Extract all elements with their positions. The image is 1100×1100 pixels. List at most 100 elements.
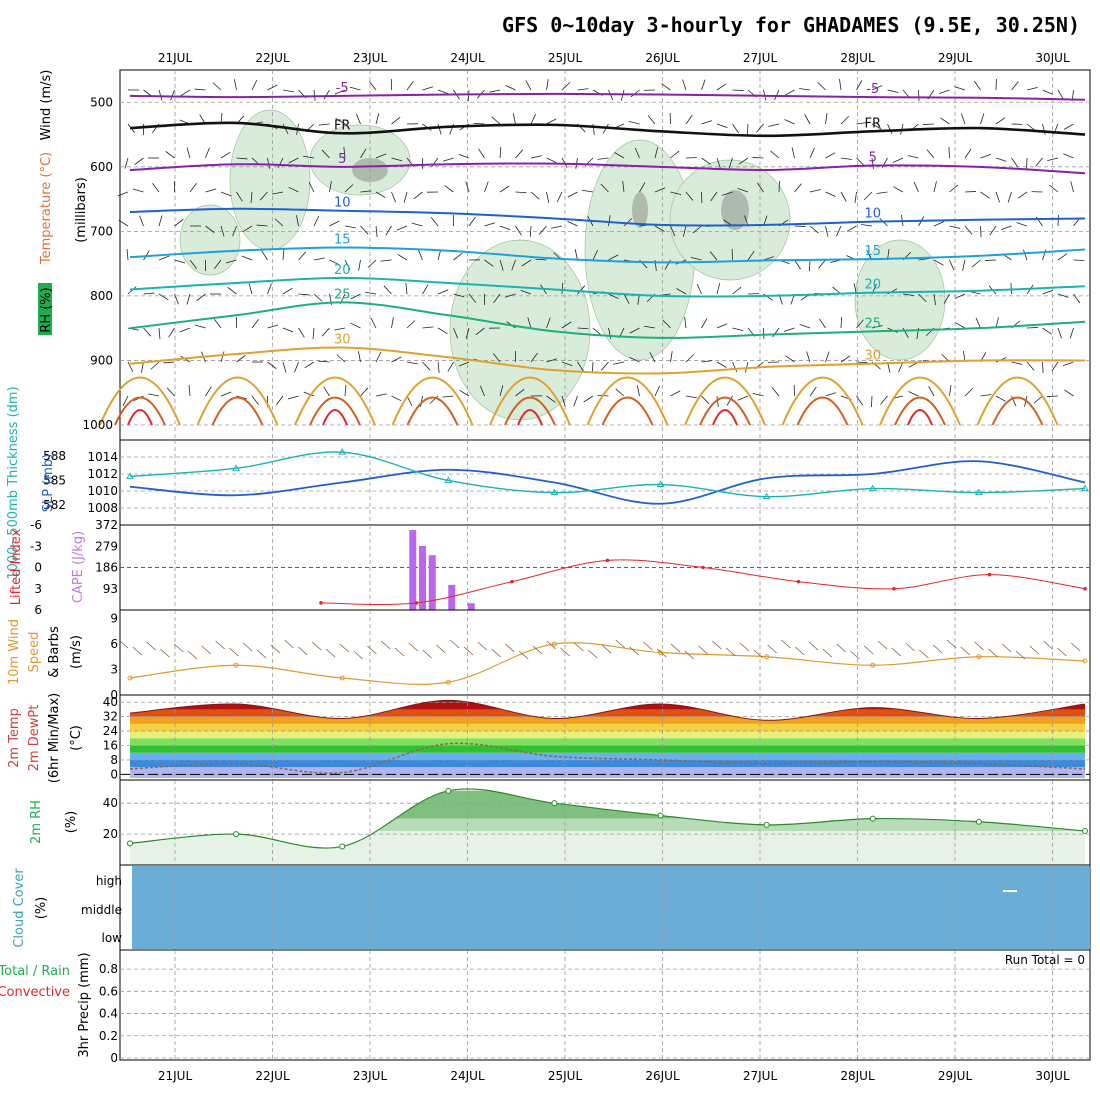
wind-barb [186,293,191,305]
wind-barb [313,293,323,302]
wind-barb [670,150,680,159]
wind-barb [701,120,713,125]
day-label-bottom: 26JUL [645,1069,680,1083]
wind-barb [732,89,744,91]
wind-barb [696,283,702,295]
surface-wind-barb [505,643,515,653]
day-label-bottom: 25JUL [548,1069,583,1083]
wind-speed-marker [339,675,345,681]
ylabel-minmax: (6hr Min/Max) [47,693,62,783]
wind-barb [546,191,550,203]
wind-barb [174,259,186,264]
wind-barb [918,293,927,303]
isotherm-label: 20 [865,278,882,293]
wind-barb [391,191,396,203]
wind-barb [1049,184,1059,193]
wind-barb [251,79,258,91]
wind-barb [825,225,829,237]
wind-barb [259,191,268,201]
y-tick-label: 0 [110,1051,118,1065]
wind-barb [1057,293,1069,298]
wind-barb [756,123,764,133]
wind-barb [880,395,888,405]
isotherm-line [391,376,474,426]
wind-barb [1000,225,1012,230]
wind-barb [887,123,893,135]
y-tick-label: -3 [30,539,42,553]
wind-barb [995,117,1006,125]
run-total: Run Total = 0 [1005,953,1085,967]
wind-barb [225,259,237,264]
y-tick-label: 900 [90,353,113,367]
panel-frame [119,609,1091,696]
surface-wind-barb [284,639,294,649]
wind-barb [809,225,819,234]
cloud-level-high: high [96,874,122,888]
cape-bars [409,530,475,610]
wind-barb [391,395,402,402]
wind-barb [186,147,191,159]
wind-barb [961,113,966,125]
y-tick-label: -6 [30,518,42,532]
wind-barb [893,186,904,193]
wind-barb [980,394,992,397]
wind-barb [818,259,826,269]
wind-barb [856,361,868,363]
ylabel-unit: (°C) [69,725,84,751]
wind-barb [591,361,594,374]
wind-barb [964,225,973,235]
wind-barb [188,385,191,397]
wind-barb [791,147,795,159]
wind-barb [318,123,330,126]
wind-barb [592,327,602,336]
y-tick-label: 1010 [87,484,118,498]
wind-barb [158,89,163,101]
rh-shading [179,109,946,421]
wind-barb [139,215,144,227]
wind-barb [628,120,640,125]
ylabel-thickness: 1000~500mb Thickness (dm) [6,386,21,579]
surface-wind-barb [436,644,446,654]
wind-barb [583,395,594,403]
top-day-axis: 21JUL 22JUL 23JUL 24JUL 25JUL 26JUL 27JUL 28JUL… [158,51,1070,65]
wind-barb [360,387,369,397]
surface-wind-barb [463,646,474,656]
wind-barb [949,184,959,193]
rh-contour-area [179,204,241,276]
day-label-top: 26JUL [645,51,680,65]
wind-barb [152,182,160,193]
wind-barb [267,157,270,169]
wind-barb [955,322,966,329]
isotherm-line [601,396,654,426]
y-tick-label: 600 [90,160,113,174]
y-ticks: 93 186 279 372 -6 -3 0 3 6 [30,518,118,617]
surface-wind-barb [394,647,405,657]
ylabel-unit: (%) [64,811,79,834]
wind-barb [933,221,945,227]
wind-barb [861,224,873,227]
isotherm-label: 30 [334,333,351,348]
wind-barb [158,327,161,339]
rh-marker [763,821,770,828]
wind-barb [375,393,387,397]
isotherm-label: 5 [869,151,877,166]
wind-barb [321,327,330,337]
cape-bar [467,603,475,610]
wind-barb [205,147,210,159]
wind-barb [728,157,733,169]
wind-barb [1062,361,1074,366]
wind-barb [267,84,278,91]
surface-wind-barb [629,646,639,656]
wind-barb [949,259,955,271]
wind-barb [561,282,564,295]
y-tick-label: 1008 [87,501,118,515]
wind-barb [863,191,873,201]
wind-barb [189,182,197,193]
wind-barb [391,116,401,125]
wind-barb [122,395,129,406]
thickness-marker [656,480,665,488]
wind-barb [732,327,744,332]
rh-line [127,787,1088,850]
y-tick-label: 16 [103,739,118,753]
wind-barb [546,79,549,91]
